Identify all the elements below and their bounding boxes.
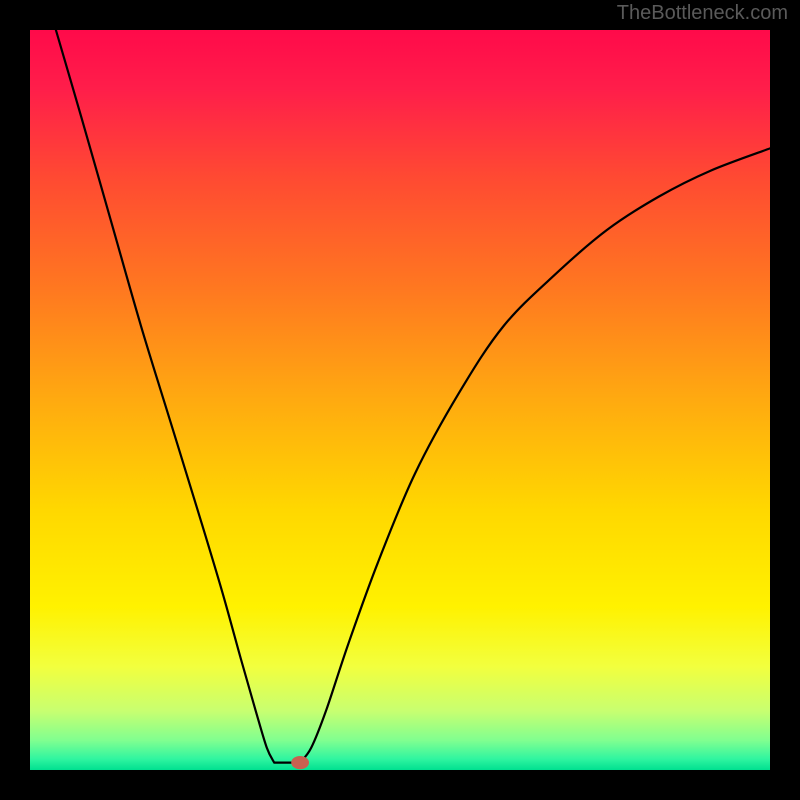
chart-background <box>30 30 770 770</box>
optimal-point-marker <box>291 756 309 769</box>
bottleneck-chart: TheBottleneck.com <box>0 0 800 800</box>
watermark-text: TheBottleneck.com <box>617 2 788 25</box>
chart-svg <box>0 0 800 800</box>
